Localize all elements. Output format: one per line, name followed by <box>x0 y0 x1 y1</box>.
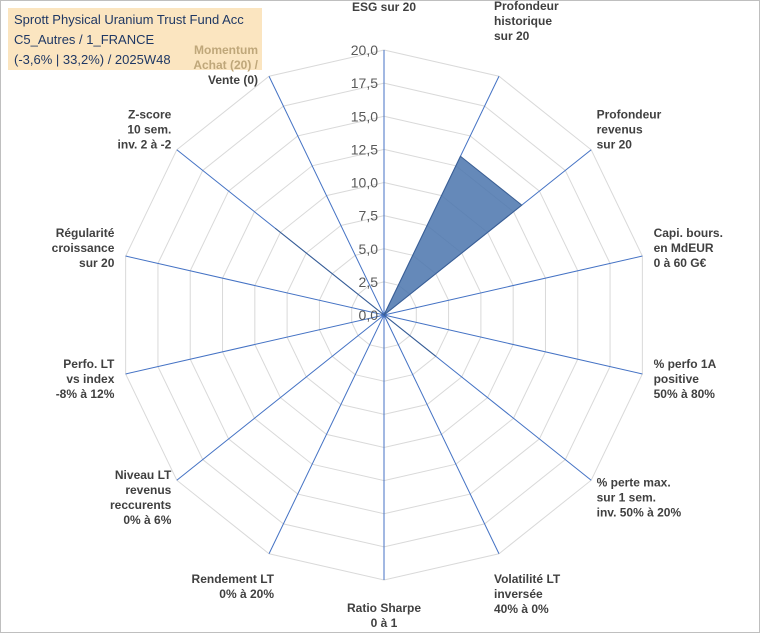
tick-label-4: 10,0 <box>351 175 378 191</box>
axis-label-3-line-0: Capi. bours. <box>654 226 723 240</box>
radar-tick-labels: 0,0 2,5 5,0 7,5 10,0 12,5 15,0 17,5 20,0 <box>351 42 378 323</box>
axis-label-10-line-2: -8% à 12% <box>56 387 115 401</box>
radar-series-area <box>274 155 523 357</box>
axis-label-6-line-2: 40% à 0% <box>494 602 549 616</box>
radar-spoke-8 <box>268 314 385 554</box>
axis-label-7-line-1: 0 à 1 <box>371 616 398 630</box>
axis-label-0-line-1: ESG sur 20 <box>352 0 416 14</box>
axis-label-5-line-0: % perte max. <box>597 475 671 489</box>
axis-label-10-line-1: vs index <box>66 372 114 386</box>
chart-title: Sprott Physical Uranium Trust Fund Acc <box>14 12 244 27</box>
axis-label-9-line-0: Niveau LT <box>115 468 172 482</box>
tick-label-1: 2,5 <box>359 274 379 290</box>
radar-spoke-4 <box>383 314 643 375</box>
axis-label-3-line-2: 0 à 60 G€ <box>654 256 707 270</box>
axis-label-1-line-1: historique <box>494 14 552 28</box>
axis-label-1-line-0: Profondeur <box>494 0 559 13</box>
axis-label-12-line-0: Z-score <box>128 108 172 122</box>
axis-label-6-line-1: inversée <box>494 587 543 601</box>
axis-label-2-line-2: sur 20 <box>597 138 633 152</box>
axis-label-12-line-2: inv. 2 à -2 <box>118 138 172 152</box>
axis-label-7-line-0: Ratio Sharpe <box>347 601 421 615</box>
tick-label-2: 5,0 <box>359 241 379 257</box>
axis-label-4-line-2: 50% à 80% <box>654 387 716 401</box>
axis-label-8-line-0: Rendement LT <box>192 572 275 586</box>
axis-label-11-line-1: croissance <box>52 241 115 255</box>
tick-label-5: 12,5 <box>351 141 378 157</box>
axis-label-4-line-0: % perfo 1A <box>654 357 717 371</box>
axis-label-2-line-1: revenus <box>597 123 643 137</box>
radar-spoke-9 <box>176 314 385 481</box>
tick-label-7: 17,5 <box>351 75 378 91</box>
radar-spoke-11 <box>125 255 385 316</box>
axis-label-1-line-2: sur 20 <box>494 29 530 43</box>
tick-label-0: 0,0 <box>359 307 379 323</box>
axis-label-8-line-1: 0% à 20% <box>219 587 274 601</box>
axis-label-5-line-2: inv. 50% à 20% <box>597 505 682 519</box>
axis-label-9-line-2: reccurents <box>110 498 172 512</box>
chart-title-box: Sprott Physical Uranium Trust Fund Acc C… <box>8 8 262 70</box>
axis-label-10-line-0: Perfo. LT <box>63 357 115 371</box>
tick-label-6: 15,0 <box>351 108 378 124</box>
axis-label-4-line-1: positive <box>654 372 700 386</box>
radar-spoke-13 <box>268 76 385 316</box>
axis-label-6-line-0: Volatilité LT <box>494 572 561 586</box>
axis-label-9-line-3: 0% à 6% <box>123 513 171 527</box>
axis-label-2-line-0: Profondeur <box>597 108 662 122</box>
axis-label-3-line-1: en MdEUR <box>654 241 714 255</box>
tick-label-3: 7,5 <box>359 208 379 224</box>
axis-label-13-line-2: Vente (0) <box>208 73 258 87</box>
radar-spoke-3 <box>383 255 643 316</box>
axis-label-11-line-0: Régularité <box>56 226 115 240</box>
axis-label-11-line-2: sur 20 <box>79 256 115 270</box>
axis-label-9-line-1: revenus <box>125 483 171 497</box>
radar-spoke-10 <box>125 314 385 375</box>
axis-label-5-line-1: sur 1 sem. <box>597 490 656 504</box>
radar-series <box>274 155 523 357</box>
chart-subtitle: C5_Autres / 1_FRANCE <box>14 32 155 47</box>
chart-period: (-3,6% | 33,2%) / 2025W48 <box>14 52 171 67</box>
radar-spoke-6 <box>383 314 500 554</box>
tick-label-8: 20,0 <box>351 42 378 58</box>
axis-label-12-line-1: 10 sem. <box>127 123 171 137</box>
